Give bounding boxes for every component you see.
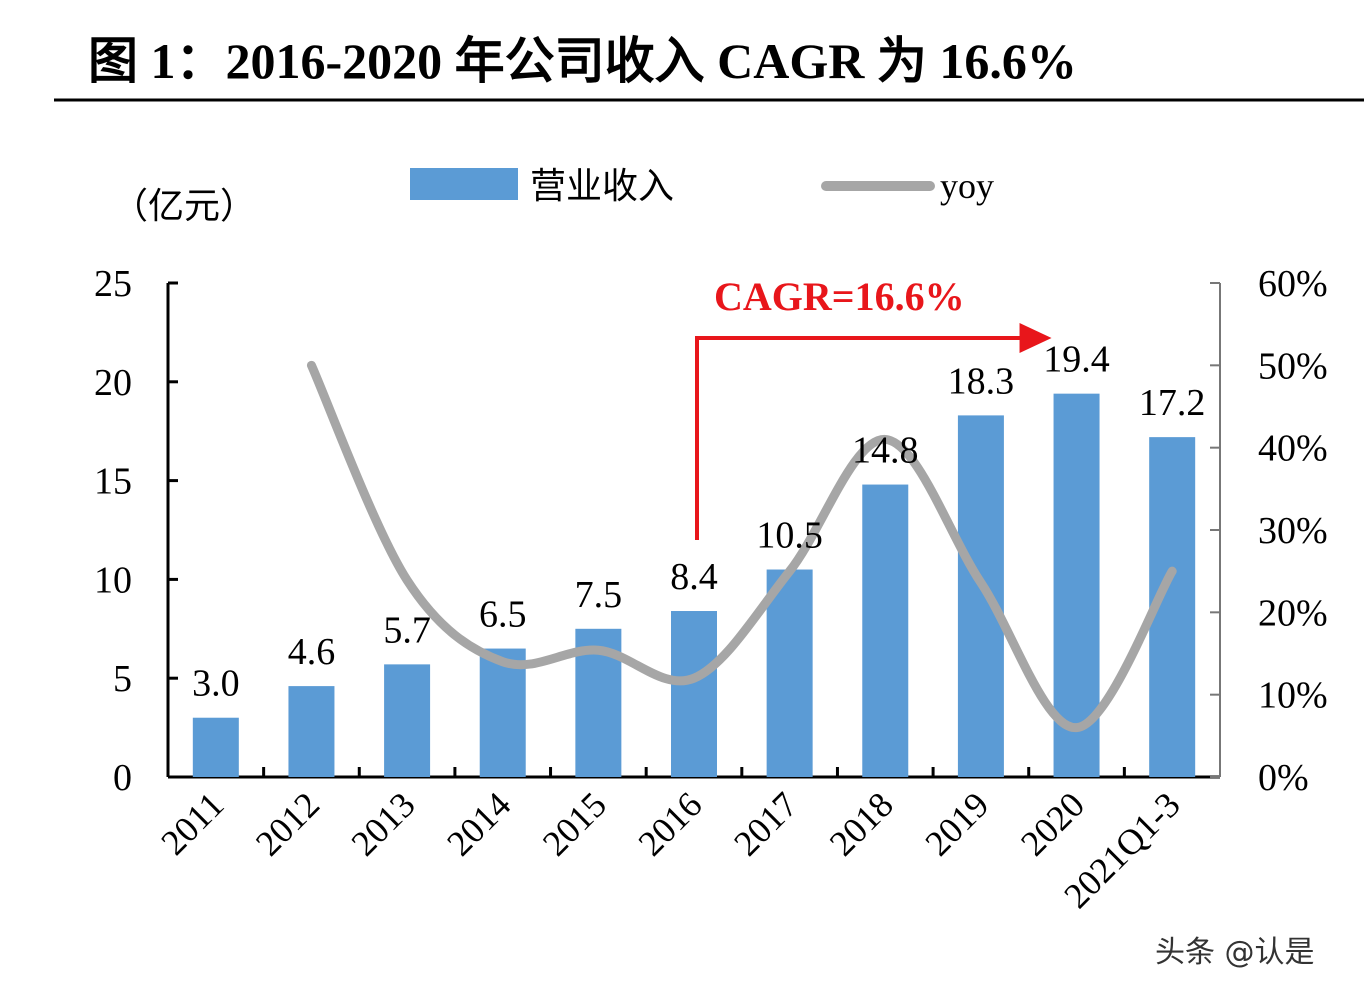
left-tick-label: 20 — [94, 362, 132, 404]
right-tick-label: 40% — [1258, 428, 1328, 470]
legend-label-revenue: 营业收入 — [530, 166, 674, 206]
bar-label: 8.4 — [670, 556, 718, 598]
x-tick-label: 2014 — [439, 784, 518, 863]
chart-title: 图 1：2016-2020 年公司收入 CAGR 为 16.6% — [88, 33, 1077, 89]
left-tick-label: 5 — [113, 658, 132, 700]
left-tick-label: 15 — [94, 461, 132, 503]
y-axis-label: （亿元） — [112, 186, 256, 226]
bar-2018 — [862, 484, 909, 777]
bar-2011 — [192, 717, 239, 777]
left-tick-label: 25 — [94, 263, 132, 305]
right-tick-label: 50% — [1258, 345, 1328, 387]
bar-2016 — [671, 611, 717, 777]
x-tick-label: 2013 — [344, 784, 423, 863]
cagr-annotation: CAGR=16.6% — [714, 274, 965, 319]
bar-label: 5.7 — [383, 609, 431, 651]
yoy-line — [306, 360, 1177, 733]
bar-2013 — [384, 664, 431, 777]
bar-2017 — [766, 569, 813, 777]
right-tick-label: 30% — [1258, 510, 1328, 552]
bar-label: 3.0 — [192, 663, 240, 705]
bar-label: 4.6 — [288, 631, 336, 673]
x-tick-label: 2011 — [153, 784, 231, 862]
bar-2012 — [288, 686, 335, 777]
bar-2014 — [479, 648, 526, 777]
watermark: 头条 @认是 — [1155, 935, 1315, 970]
bar-label: 19.4 — [1043, 339, 1110, 381]
legend: 营业收入 yoy — [410, 166, 994, 206]
right-tick-label: 60% — [1258, 263, 1328, 305]
bar-label: 17.2 — [1139, 382, 1206, 424]
x-tick-label: 2020 — [1013, 784, 1092, 863]
x-tick-label: 2015 — [535, 784, 614, 863]
bar-label: 10.5 — [756, 515, 823, 557]
x-tick-label: 2016 — [630, 784, 709, 863]
bar-2019 — [957, 415, 1004, 777]
x-tick-label: 2017 — [726, 784, 805, 863]
bar-label: 6.5 — [479, 594, 527, 636]
x-tick-label: 2019 — [917, 784, 996, 863]
bar-label: 18.3 — [948, 360, 1015, 402]
right-tick-label: 10% — [1258, 675, 1328, 717]
legend-swatch-revenue — [410, 168, 518, 200]
left-tick-label: 10 — [94, 559, 132, 601]
right-tick-label: 0% — [1258, 757, 1309, 799]
x-tick-label: 2018 — [822, 784, 901, 863]
left-tick-label: 0 — [113, 757, 132, 799]
right-tick-label: 20% — [1258, 592, 1328, 634]
cagr-arrowhead — [1019, 323, 1052, 353]
bar-label: 7.5 — [575, 574, 623, 616]
legend-label-yoy: yoy — [940, 166, 994, 206]
bar-label: 14.8 — [852, 430, 919, 472]
cagr-arrow — [695, 336, 1022, 540]
x-tick-label: 2012 — [248, 784, 327, 863]
